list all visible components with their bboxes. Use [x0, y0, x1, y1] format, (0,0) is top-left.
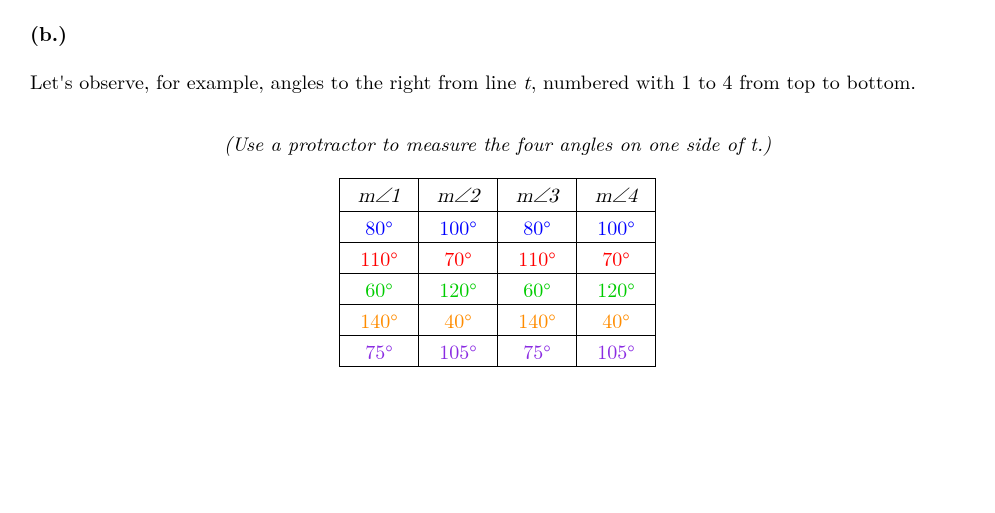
- cell: 70°: [419, 243, 498, 274]
- col-header: m∠1: [340, 179, 419, 212]
- table-row: 110° 70° 110° 70°: [340, 243, 656, 274]
- col-header: m∠2: [419, 179, 498, 212]
- col-header: m∠3: [498, 179, 577, 212]
- page: (b.) Let's observe, for example, angles …: [0, 0, 995, 387]
- intro-paragraph: Let's observe, for example, angles to th…: [30, 68, 965, 96]
- cell: 70°: [577, 243, 656, 274]
- header-cell: m∠1: [358, 186, 400, 206]
- instruction-line: (Use a protractor to measure the four an…: [30, 130, 965, 156]
- cell: 40°: [419, 305, 498, 336]
- cell: 60°: [498, 274, 577, 305]
- var-t: t: [523, 73, 531, 93]
- header-cell: m∠2: [437, 186, 479, 206]
- cell: 110°: [498, 243, 577, 274]
- cell: 105°: [419, 336, 498, 367]
- cell: 100°: [419, 212, 498, 243]
- cell: 105°: [577, 336, 656, 367]
- para-part-2: , numbered with 1 to 4 from top to botto…: [531, 66, 916, 95]
- para-part-1: Let's observe, for example, angles to th…: [30, 66, 523, 95]
- cell: 75°: [340, 336, 419, 367]
- header-cell: m∠3: [516, 186, 558, 206]
- table-row: 60° 120° 60° 120°: [340, 274, 656, 305]
- angles-table: m∠1 m∠2 m∠3 m∠4 80° 100° 80° 100° 110° 7…: [339, 178, 656, 367]
- col-header: m∠4: [577, 179, 656, 212]
- cell: 80°: [498, 212, 577, 243]
- section-label: (b.): [30, 20, 965, 46]
- cell: 80°: [340, 212, 419, 243]
- table-row: 140° 40° 140° 40°: [340, 305, 656, 336]
- header-cell: m∠4: [595, 186, 637, 206]
- cell: 110°: [340, 243, 419, 274]
- cell: 40°: [577, 305, 656, 336]
- cell: 120°: [577, 274, 656, 305]
- cell: 140°: [340, 305, 419, 336]
- cell: 100°: [577, 212, 656, 243]
- cell: 75°: [498, 336, 577, 367]
- cell: 120°: [419, 274, 498, 305]
- table-body: 80° 100° 80° 100° 110° 70° 110° 70° 60° …: [340, 212, 656, 367]
- table-header-row: m∠1 m∠2 m∠3 m∠4: [340, 179, 656, 212]
- cell: 60°: [340, 274, 419, 305]
- table-row: 80° 100° 80° 100°: [340, 212, 656, 243]
- table-row: 75° 105° 75° 105°: [340, 336, 656, 367]
- cell: 140°: [498, 305, 577, 336]
